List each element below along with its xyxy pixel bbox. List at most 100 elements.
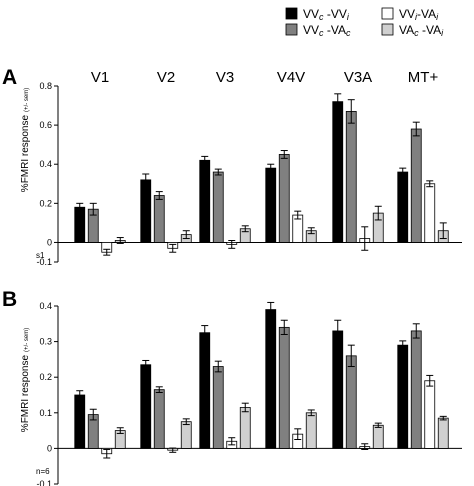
panel-b-letter: B <box>2 288 17 311</box>
panel-b-bar <box>153 389 165 449</box>
panel-a-bar <box>397 171 409 243</box>
panel-b-bar <box>305 412 317 449</box>
panel-a-bar <box>410 128 422 243</box>
panel-a-category-label: V3 <box>216 69 234 86</box>
panel-b-error-bar <box>439 415 447 421</box>
legend-label-1-part-2: -VA <box>324 23 346 37</box>
panel-b-error-bar <box>142 359 150 370</box>
legend-label-3: VAc -VAi <box>399 23 444 38</box>
panel-a-y-tick-label: -0.1 <box>36 257 52 267</box>
panel-b-bar <box>265 309 277 449</box>
panel-b-y-tick-label: 0.4 <box>39 301 52 311</box>
panel-a-error-bar <box>214 168 222 176</box>
panel-a-category-label: V2 <box>157 69 175 86</box>
panel-a-error-bar <box>307 227 315 235</box>
panel-a-error-bar <box>334 93 342 110</box>
panel-b-error-bar <box>374 422 382 428</box>
panel-b-bar <box>212 366 224 449</box>
legend-label-0-part-0: VV <box>303 7 319 21</box>
panel-a-bar <box>212 171 224 243</box>
legend-label-0-part-3: i <box>347 12 350 22</box>
panel-a-error-bar <box>142 173 150 187</box>
panel-a-category-label: V1 <box>91 69 109 86</box>
panel-b-error-bar <box>116 427 124 434</box>
panel-b-bar <box>278 326 290 449</box>
panel-b-bar <box>424 380 436 449</box>
panel-b-error-bar <box>347 344 355 368</box>
panel-b-bar <box>199 332 211 449</box>
svg-text:%FMRI response(+/- sem): %FMRI response (+/- sem) <box>20 328 31 432</box>
panel-a-bar <box>140 179 152 243</box>
panel-a-bar <box>153 195 165 243</box>
panel-a-y-tick-label: 0.2 <box>39 198 52 208</box>
panel-b-error-bar <box>280 319 288 335</box>
legend-label-2-part-1: i <box>415 12 418 22</box>
panel-b-error-bar <box>412 323 420 339</box>
panel-a-error-bar <box>169 243 177 253</box>
panel-b-bar <box>397 344 409 449</box>
panel-b-bar <box>239 407 251 449</box>
legend-swatch-1 <box>285 23 298 36</box>
panel-a-error-bar <box>347 99 355 124</box>
panel-b-ylabel-small: (+/- sem) <box>24 328 30 352</box>
panel-a-error-bar <box>399 167 407 177</box>
panel-b-error-bar <box>399 340 407 350</box>
legend-label-0: VVc -VVi <box>303 7 350 22</box>
panel-a-error-bar <box>182 230 190 240</box>
panel-b-note: n=6 <box>36 467 50 476</box>
panel-a-category-label: MT+ <box>408 69 439 86</box>
panel-a-y-tick-label: 0.8 <box>39 81 52 91</box>
panel-b: B %FMRI response (+/- sem) n=6 -0.1 0 0.1 0.… <box>2 288 462 486</box>
panel-a-category-label: V3A <box>344 69 372 86</box>
panel-a-bar <box>265 167 277 243</box>
legend-label-1-part-3: c <box>346 28 351 38</box>
panel-a-error-bar <box>374 205 382 221</box>
panel-a-error-bar <box>116 237 124 244</box>
panel-a-error-bar <box>267 163 275 173</box>
panel-a-bar <box>424 183 436 243</box>
panel-b-ylabel-main: %FMRI response <box>20 355 31 433</box>
legend-label-1-part-1: c <box>319 28 324 38</box>
panel-a-category-label: V4V <box>277 69 305 86</box>
panel-a-bar <box>278 154 290 243</box>
panel-a-bar <box>332 101 344 243</box>
panel-b-y-tick-label: 0 <box>47 443 52 453</box>
legend-label-1-part-0: VV <box>303 23 319 37</box>
svg-text:%FMRI response(+/- sem): %FMRI response (+/- sem) <box>20 88 31 192</box>
panel-a-note: s1 <box>36 251 45 260</box>
panel-b-bar <box>410 330 422 449</box>
panel-a-bar <box>199 159 211 243</box>
legend-label-0-part-2: -VV <box>324 7 347 21</box>
panel-b-error-bar <box>103 448 111 459</box>
panel-a-letter: A <box>2 66 17 89</box>
panel-a-error-bar <box>280 150 288 159</box>
legend-label-2: VVi-VAi <box>399 7 439 22</box>
panel-a-error-bar <box>361 226 369 251</box>
panel-a-error-bar <box>439 222 447 240</box>
panel-a-ylabel: %FMRI response (+/- sem) <box>20 88 31 192</box>
panel-a-y-tick-label: 0.4 <box>39 159 52 169</box>
panel-b-error-bar <box>267 301 275 318</box>
panel-b-error-bar <box>307 409 315 417</box>
legend-label-2-part-2: -VA <box>417 7 436 21</box>
panel-a-error-bar <box>103 248 111 256</box>
legend-label-2-part-3: i <box>436 12 439 22</box>
panel-b-bar <box>372 424 384 449</box>
panel-b-y-tick-label: -0.1 <box>36 479 52 486</box>
panel-b-error-bar <box>155 386 163 394</box>
panel-b-y-tick-label: 0.3 <box>39 337 52 347</box>
panel-b-error-bar <box>294 428 302 440</box>
legend-label-1: VVc -VAc <box>303 23 351 38</box>
panel-a-error-bar <box>76 202 84 212</box>
panel-a-error-bar <box>89 202 97 216</box>
legend-label-2-part-0: VV <box>399 7 415 21</box>
panel-b-bar <box>332 330 344 449</box>
panel-b-error-bar <box>89 408 97 421</box>
panel-a: A %FMRI response (+/- sem) s1 -0.1 0 0.2 0.4… <box>2 66 462 267</box>
panel-b-error-bar <box>201 325 209 341</box>
panel-a-error-bar <box>412 121 420 137</box>
panel-a-error-bar <box>294 210 302 220</box>
panel-b-error-bar <box>182 418 190 426</box>
